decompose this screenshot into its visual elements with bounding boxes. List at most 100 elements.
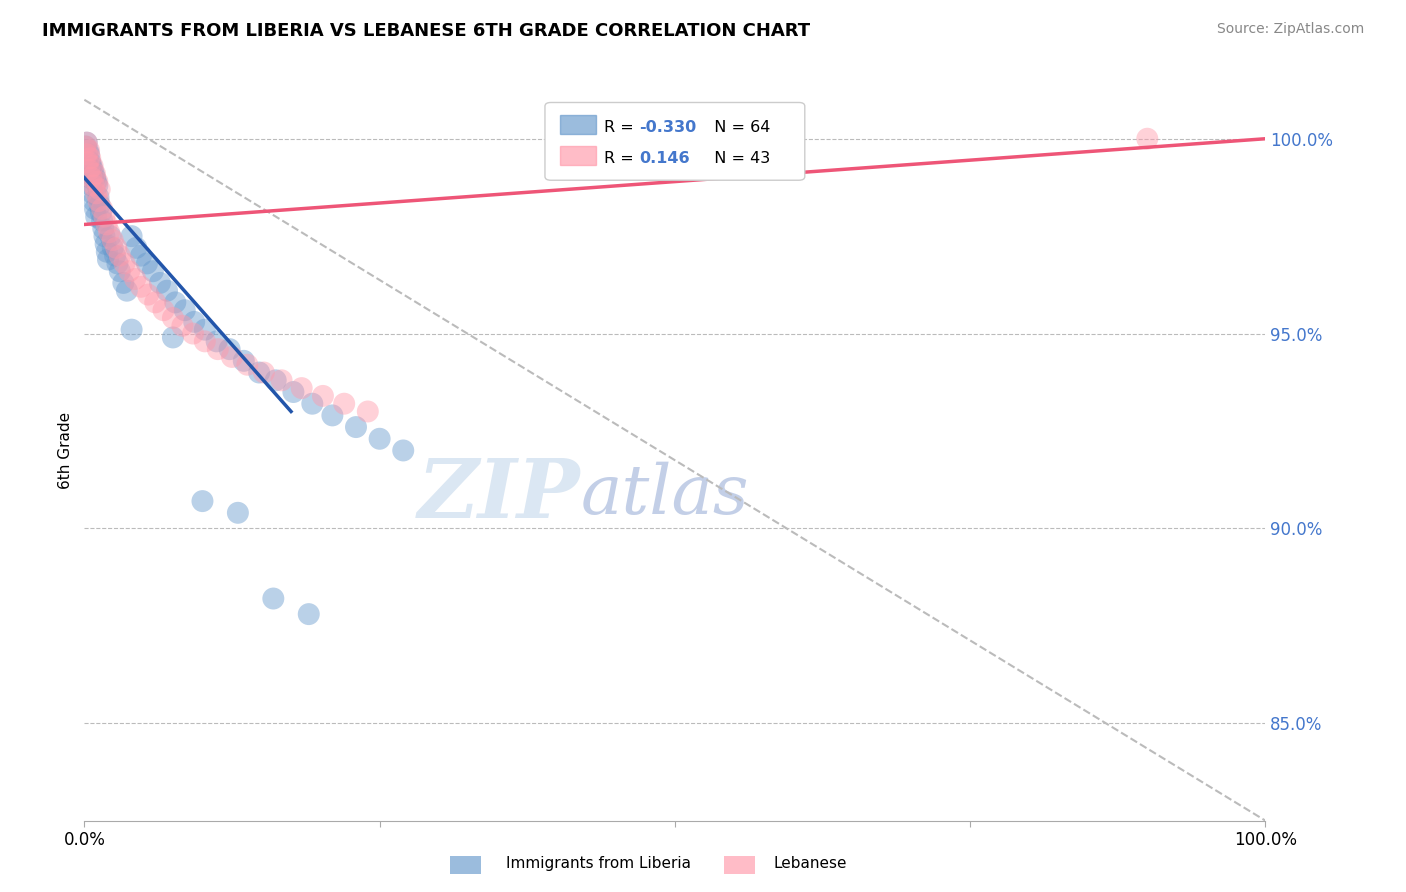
Point <box>149 276 172 290</box>
Text: Lebanese: Lebanese <box>773 856 846 871</box>
Point <box>392 443 415 458</box>
Point <box>142 264 165 278</box>
Point <box>84 170 107 185</box>
Point <box>84 186 107 201</box>
Point <box>207 342 229 356</box>
Point <box>105 241 128 255</box>
Point <box>84 202 107 216</box>
Point <box>77 162 100 177</box>
Point <box>104 249 127 263</box>
Point <box>91 202 114 216</box>
Point <box>321 409 343 423</box>
Point <box>77 147 100 161</box>
Point <box>89 182 111 196</box>
Point <box>77 159 100 173</box>
Point <box>84 210 107 224</box>
Point <box>253 366 276 380</box>
Point <box>129 280 152 294</box>
Point <box>98 229 121 244</box>
Point <box>76 151 98 165</box>
Point <box>79 155 101 169</box>
Text: R =: R = <box>605 120 638 135</box>
Text: Source: ZipAtlas.com: Source: ZipAtlas.com <box>1216 22 1364 37</box>
Text: atlas: atlas <box>581 461 749 528</box>
Point <box>75 139 97 153</box>
Point <box>96 244 118 259</box>
Point <box>172 318 194 333</box>
Point <box>152 303 174 318</box>
Point <box>108 264 131 278</box>
Point <box>114 256 136 270</box>
Point <box>136 287 159 301</box>
Point <box>80 159 103 173</box>
Point <box>124 272 146 286</box>
Point <box>101 233 124 247</box>
Point <box>115 284 138 298</box>
Point <box>291 381 314 395</box>
Point <box>183 315 205 329</box>
Text: ZIP: ZIP <box>418 455 581 535</box>
Point <box>82 162 104 177</box>
Y-axis label: 6th Grade: 6th Grade <box>58 412 73 489</box>
Point <box>270 373 292 387</box>
Point <box>107 256 129 270</box>
Point <box>91 213 114 227</box>
Point <box>344 420 367 434</box>
Text: 0.146: 0.146 <box>640 151 690 166</box>
Point <box>194 323 217 337</box>
Point <box>96 218 118 232</box>
Point <box>121 323 143 337</box>
Point <box>91 221 114 235</box>
Point <box>77 144 100 158</box>
Point <box>143 295 166 310</box>
Point <box>218 342 240 356</box>
Point <box>205 334 228 349</box>
Point <box>83 167 105 181</box>
FancyBboxPatch shape <box>561 146 596 165</box>
Point <box>221 350 243 364</box>
Point <box>83 178 105 193</box>
Point <box>93 229 115 244</box>
Point <box>77 155 100 169</box>
Point <box>357 404 380 418</box>
Point <box>236 358 259 372</box>
Point <box>79 170 101 185</box>
Point <box>93 210 115 224</box>
Point <box>83 194 105 208</box>
Point <box>80 170 103 185</box>
Point <box>77 167 100 181</box>
Point <box>121 229 143 244</box>
Point <box>156 284 179 298</box>
Point <box>173 303 195 318</box>
FancyBboxPatch shape <box>561 115 596 135</box>
Point <box>162 330 184 344</box>
Text: R =: R = <box>605 151 638 166</box>
Point <box>84 167 107 181</box>
Point <box>165 295 187 310</box>
Point <box>87 194 110 208</box>
Text: N = 64: N = 64 <box>704 120 770 135</box>
Point <box>79 151 101 165</box>
Point <box>125 241 148 255</box>
Point <box>312 389 335 403</box>
Point <box>77 144 100 158</box>
Point <box>94 236 117 251</box>
Text: -0.330: -0.330 <box>640 120 697 135</box>
Point <box>283 384 305 399</box>
Text: Immigrants from Liberia: Immigrants from Liberia <box>506 856 692 871</box>
Point <box>118 264 141 278</box>
Point <box>75 139 97 153</box>
Point <box>98 225 121 239</box>
Point <box>84 175 107 189</box>
Point <box>90 206 112 220</box>
Point <box>108 249 131 263</box>
Point <box>333 397 356 411</box>
Point <box>247 366 270 380</box>
Point <box>1136 132 1159 146</box>
Point <box>86 178 108 193</box>
Text: IMMIGRANTS FROM LIBERIA VS LEBANESE 6TH GRADE CORRELATION CHART: IMMIGRANTS FROM LIBERIA VS LEBANESE 6TH … <box>42 22 810 40</box>
Point <box>129 249 152 263</box>
Point <box>181 326 204 341</box>
Point <box>368 432 391 446</box>
Text: N = 43: N = 43 <box>704 151 770 166</box>
